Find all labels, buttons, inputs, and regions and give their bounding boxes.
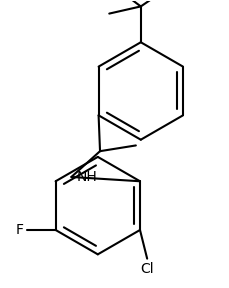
Text: Cl: Cl xyxy=(140,262,153,276)
Text: F: F xyxy=(16,223,24,237)
Text: NH: NH xyxy=(77,170,97,184)
